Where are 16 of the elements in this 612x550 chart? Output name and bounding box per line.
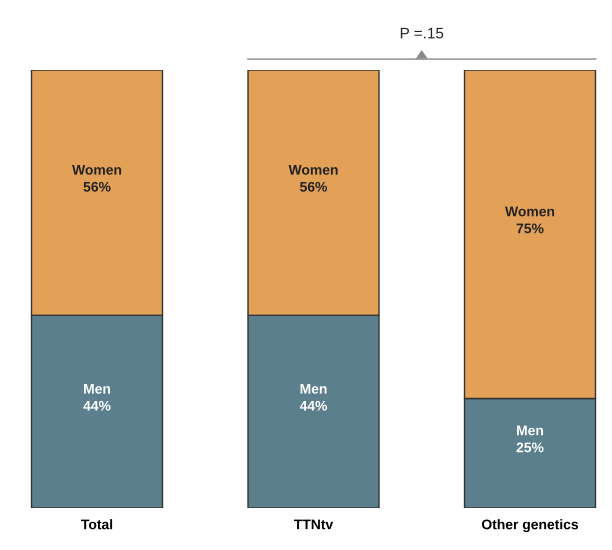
x-tick-label: TTNtv xyxy=(294,520,334,530)
text: Men xyxy=(84,384,110,394)
text: Women xyxy=(505,206,554,216)
data-label: 44% xyxy=(300,400,328,411)
x-tick-label: Other genetics xyxy=(482,519,578,532)
data-label: 25% xyxy=(516,442,544,452)
x-tick-label: Total xyxy=(81,519,112,530)
data-label: 44% xyxy=(83,400,111,411)
series-label: Men xyxy=(517,426,544,436)
text: Men xyxy=(300,384,327,394)
text: Women xyxy=(288,165,338,175)
text: P =.15 xyxy=(400,28,444,39)
data-label: 75% xyxy=(516,224,544,234)
series-label: Women xyxy=(72,165,122,175)
data-label: 56% xyxy=(84,182,111,192)
data-label: 56% xyxy=(300,182,328,192)
